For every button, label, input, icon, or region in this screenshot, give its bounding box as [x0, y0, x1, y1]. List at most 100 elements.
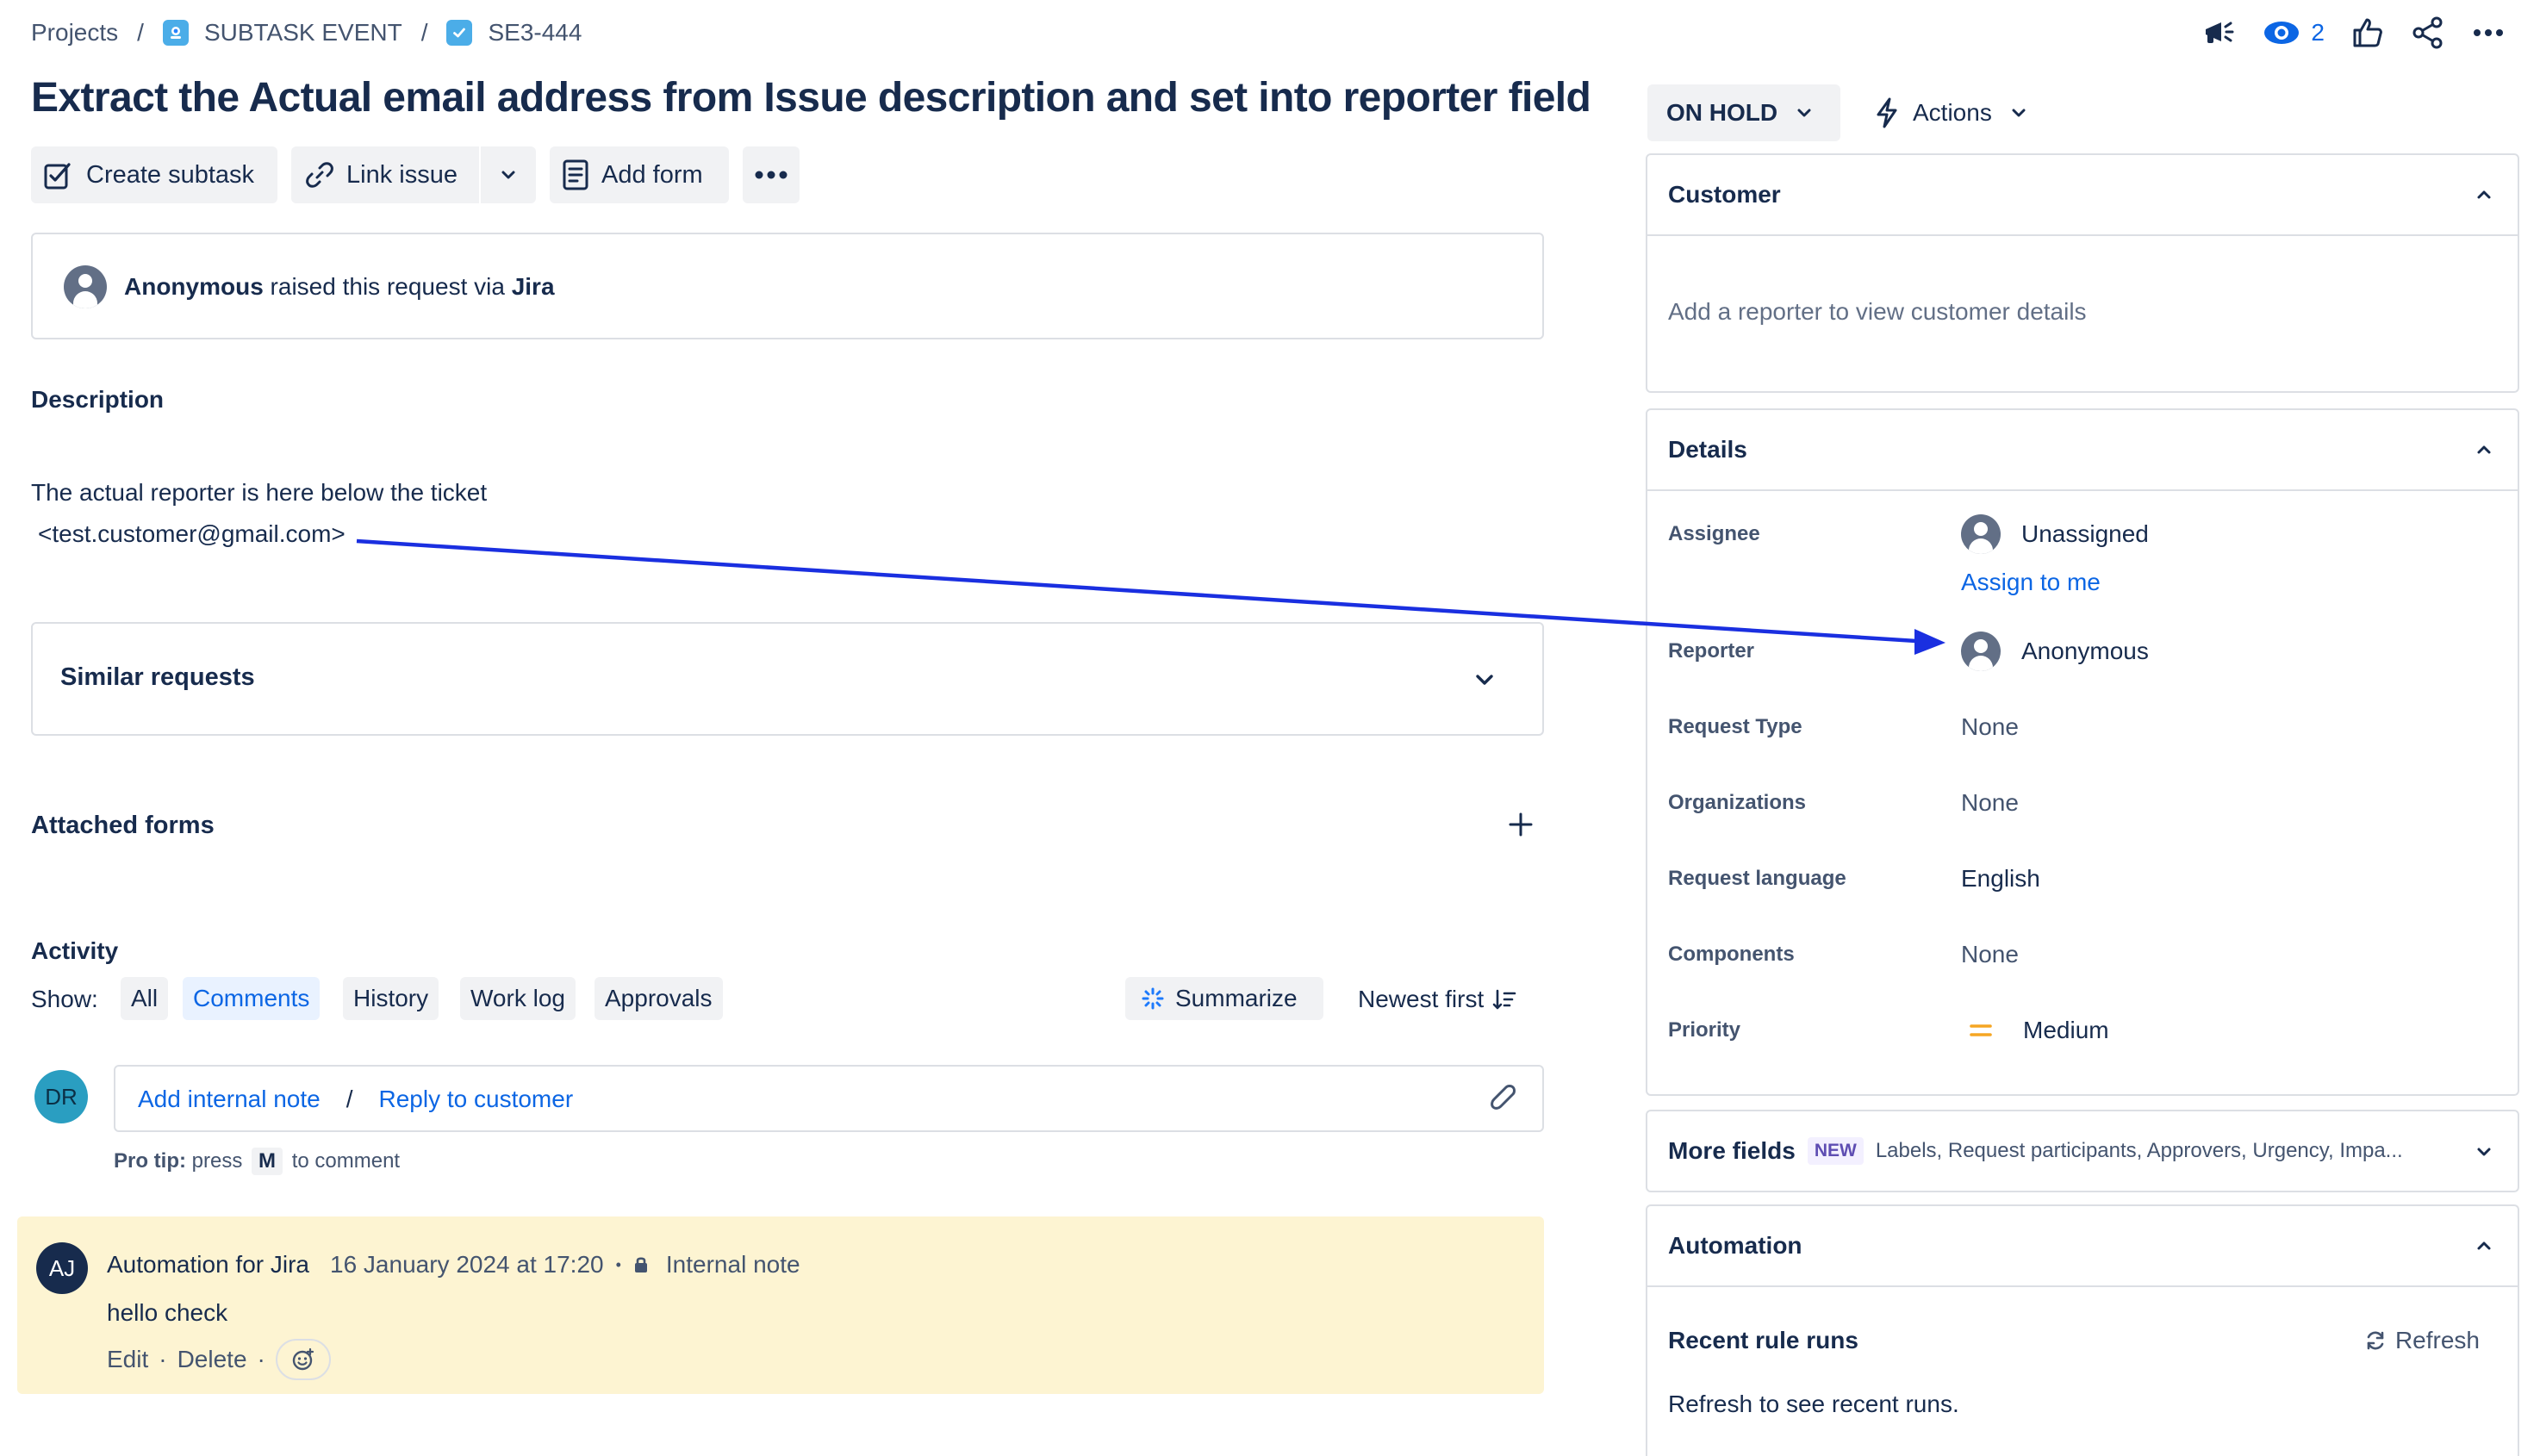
filter-work-log[interactable]: Work log — [460, 977, 576, 1020]
breadcrumb-project-link[interactable]: SUBTASK EVENT — [203, 19, 402, 46]
add-icon[interactable] — [1508, 812, 1534, 837]
organizations-value[interactable]: None — [1961, 789, 2019, 816]
customer-panel-header[interactable]: Customer — [1647, 155, 2518, 236]
chevron-up-icon[interactable] — [2475, 440, 2493, 459]
priority-medium-icon — [1970, 1022, 1992, 1039]
request-language-row: Request language English — [1668, 862, 2497, 896]
paperclip-icon[interactable] — [1489, 1084, 1520, 1117]
link-issue-label: Link issue — [346, 160, 458, 189]
add-reaction-button[interactable] — [275, 1339, 331, 1380]
watch-button[interactable]: 2 — [2263, 19, 2325, 47]
assignee-row: Assignee Unassigned — [1668, 514, 2497, 554]
filter-history[interactable]: History — [343, 977, 439, 1020]
more-actions-button[interactable] — [743, 146, 800, 203]
sort-order-button[interactable]: Newest first — [1358, 986, 1516, 1013]
issue-type-task-icon — [446, 20, 473, 46]
summarize-label: Summarize — [1175, 985, 1298, 1011]
customer-empty-text: Add a reporter to view customer details — [1668, 298, 2087, 325]
activity-show-label: Show: — [31, 986, 98, 1012]
description-body[interactable]: The actual reporter is here below the ti… — [31, 472, 487, 555]
more-icon — [754, 170, 788, 180]
more-fields-heading: More fields — [1668, 1137, 1796, 1164]
refresh-button[interactable]: Refresh — [2364, 1327, 2480, 1354]
breadcrumb-separator: / — [137, 19, 144, 46]
link-issue-button[interactable]: Link issue — [291, 146, 479, 203]
actions-button[interactable]: Actions — [1875, 93, 2028, 133]
form-icon — [562, 159, 589, 191]
comment-action-separator: · — [257, 1346, 265, 1372]
reply-to-customer-button[interactable]: Reply to customer — [378, 1086, 574, 1112]
similar-requests-heading: Similar requests — [60, 663, 255, 691]
share-icon[interactable] — [2411, 16, 2445, 50]
priority-value: Medium — [2023, 1017, 2109, 1043]
more-fields-panel[interactable]: More fields NEW Labels, Request particip… — [1646, 1110, 2519, 1192]
thumbs-up-icon[interactable] — [2350, 16, 2385, 50]
current-user-avatar: DR — [34, 1070, 88, 1123]
subtask-icon — [43, 159, 74, 190]
comment-author-avatar: AJ — [36, 1242, 88, 1294]
customer-panel-heading: Customer — [1668, 181, 1781, 208]
request-type-value[interactable]: None — [1961, 713, 2019, 740]
priority-field[interactable]: Medium — [1961, 1017, 2109, 1044]
assignee-value: Unassigned — [2021, 520, 2149, 547]
delete-comment-button[interactable]: Delete — [177, 1346, 247, 1372]
keyboard-key: M — [252, 1148, 283, 1175]
automation-panel-header[interactable]: Automation — [1647, 1206, 2518, 1287]
assign-to-me-link[interactable]: Assign to me — [1961, 569, 2101, 595]
attached-forms-heading: Attached forms — [31, 812, 215, 839]
comment-visibility: Internal note — [665, 1251, 800, 1278]
recent-rule-runs-heading: Recent rule runs — [1668, 1327, 1858, 1353]
request-language-value[interactable]: English — [1961, 865, 2040, 892]
chevron-down-icon[interactable] — [1473, 669, 1496, 691]
request-channel: Jira — [511, 273, 555, 300]
breadcrumb-issue-key-link[interactable]: SE3-444 — [488, 19, 582, 46]
edit-comment-button[interactable]: Edit — [107, 1346, 149, 1372]
chevron-up-icon[interactable] — [2475, 185, 2493, 204]
summarize-button[interactable]: Summarize — [1125, 977, 1323, 1020]
add-form-label: Add form — [601, 160, 703, 189]
issue-title[interactable]: Extract the Actual email address from Is… — [31, 75, 1591, 121]
description-email-line: <test.customer@gmail.com> — [38, 520, 346, 547]
activity-heading: Activity — [31, 937, 119, 964]
comment-timestamp[interactable]: 16 January 2024 at 17:20 — [330, 1251, 604, 1278]
request-origin-card: Anonymous raised this request via Jira — [31, 233, 1544, 339]
details-panel-header[interactable]: Details — [1647, 410, 2518, 491]
reporter-field[interactable]: Anonymous — [1961, 632, 2149, 671]
organizations-row: Organizations None — [1668, 786, 2497, 820]
comment-item: AJ Automation for Jira 16 January 2024 a… — [17, 1216, 1544, 1394]
lock-icon — [633, 1255, 649, 1274]
automation-panel: Automation Recent rule runs Refresh Refr… — [1646, 1204, 2519, 1456]
issue-header-actions: 2 — [2201, 10, 2506, 55]
breadcrumb-projects-link[interactable]: Projects — [31, 19, 119, 46]
comment-body: hello check — [107, 1299, 228, 1326]
add-internal-note-button[interactable]: Add internal note — [138, 1086, 321, 1112]
create-subtask-button[interactable]: Create subtask — [31, 146, 277, 203]
filter-approvals[interactable]: Approvals — [595, 977, 723, 1020]
comment-composer[interactable]: Add internal note / Reply to customer — [114, 1065, 1544, 1132]
chevron-up-icon[interactable] — [2475, 1236, 2493, 1255]
megaphone-icon[interactable] — [2201, 15, 2237, 51]
add-form-button[interactable]: Add form — [550, 146, 729, 203]
chevron-down-icon[interactable] — [2475, 1142, 2493, 1161]
filter-all[interactable]: All — [121, 977, 169, 1020]
link-issue-dropdown-button[interactable] — [481, 146, 536, 203]
status-button[interactable]: ON HOLD — [1647, 84, 1840, 141]
refresh-icon — [2364, 1329, 2387, 1352]
watch-count: 2 — [2311, 19, 2325, 46]
chevron-down-icon — [2009, 103, 2028, 122]
assignee-field[interactable]: Unassigned — [1961, 514, 2149, 554]
priority-row: Priority Medium — [1668, 1013, 2497, 1048]
customer-panel: Customer Add a reporter to view customer… — [1646, 153, 2519, 393]
similar-requests-panel[interactable]: Similar requests — [31, 622, 1544, 736]
filter-comments[interactable]: Comments — [183, 977, 321, 1020]
more-fields-summary: Labels, Request participants, Approvers,… — [1875, 1139, 2403, 1162]
reporter-row: Reporter Anonymous — [1668, 632, 2497, 671]
components-value[interactable]: None — [1961, 941, 2019, 968]
status-label: ON HOLD — [1666, 99, 1778, 126]
comment-author[interactable]: Automation for Jira — [107, 1251, 309, 1278]
sparkle-icon — [1141, 986, 1165, 1011]
eye-icon — [2263, 19, 2300, 47]
more-icon[interactable] — [2471, 16, 2506, 50]
sort-descending-icon — [1492, 987, 1516, 1011]
anonymous-avatar — [64, 265, 107, 308]
